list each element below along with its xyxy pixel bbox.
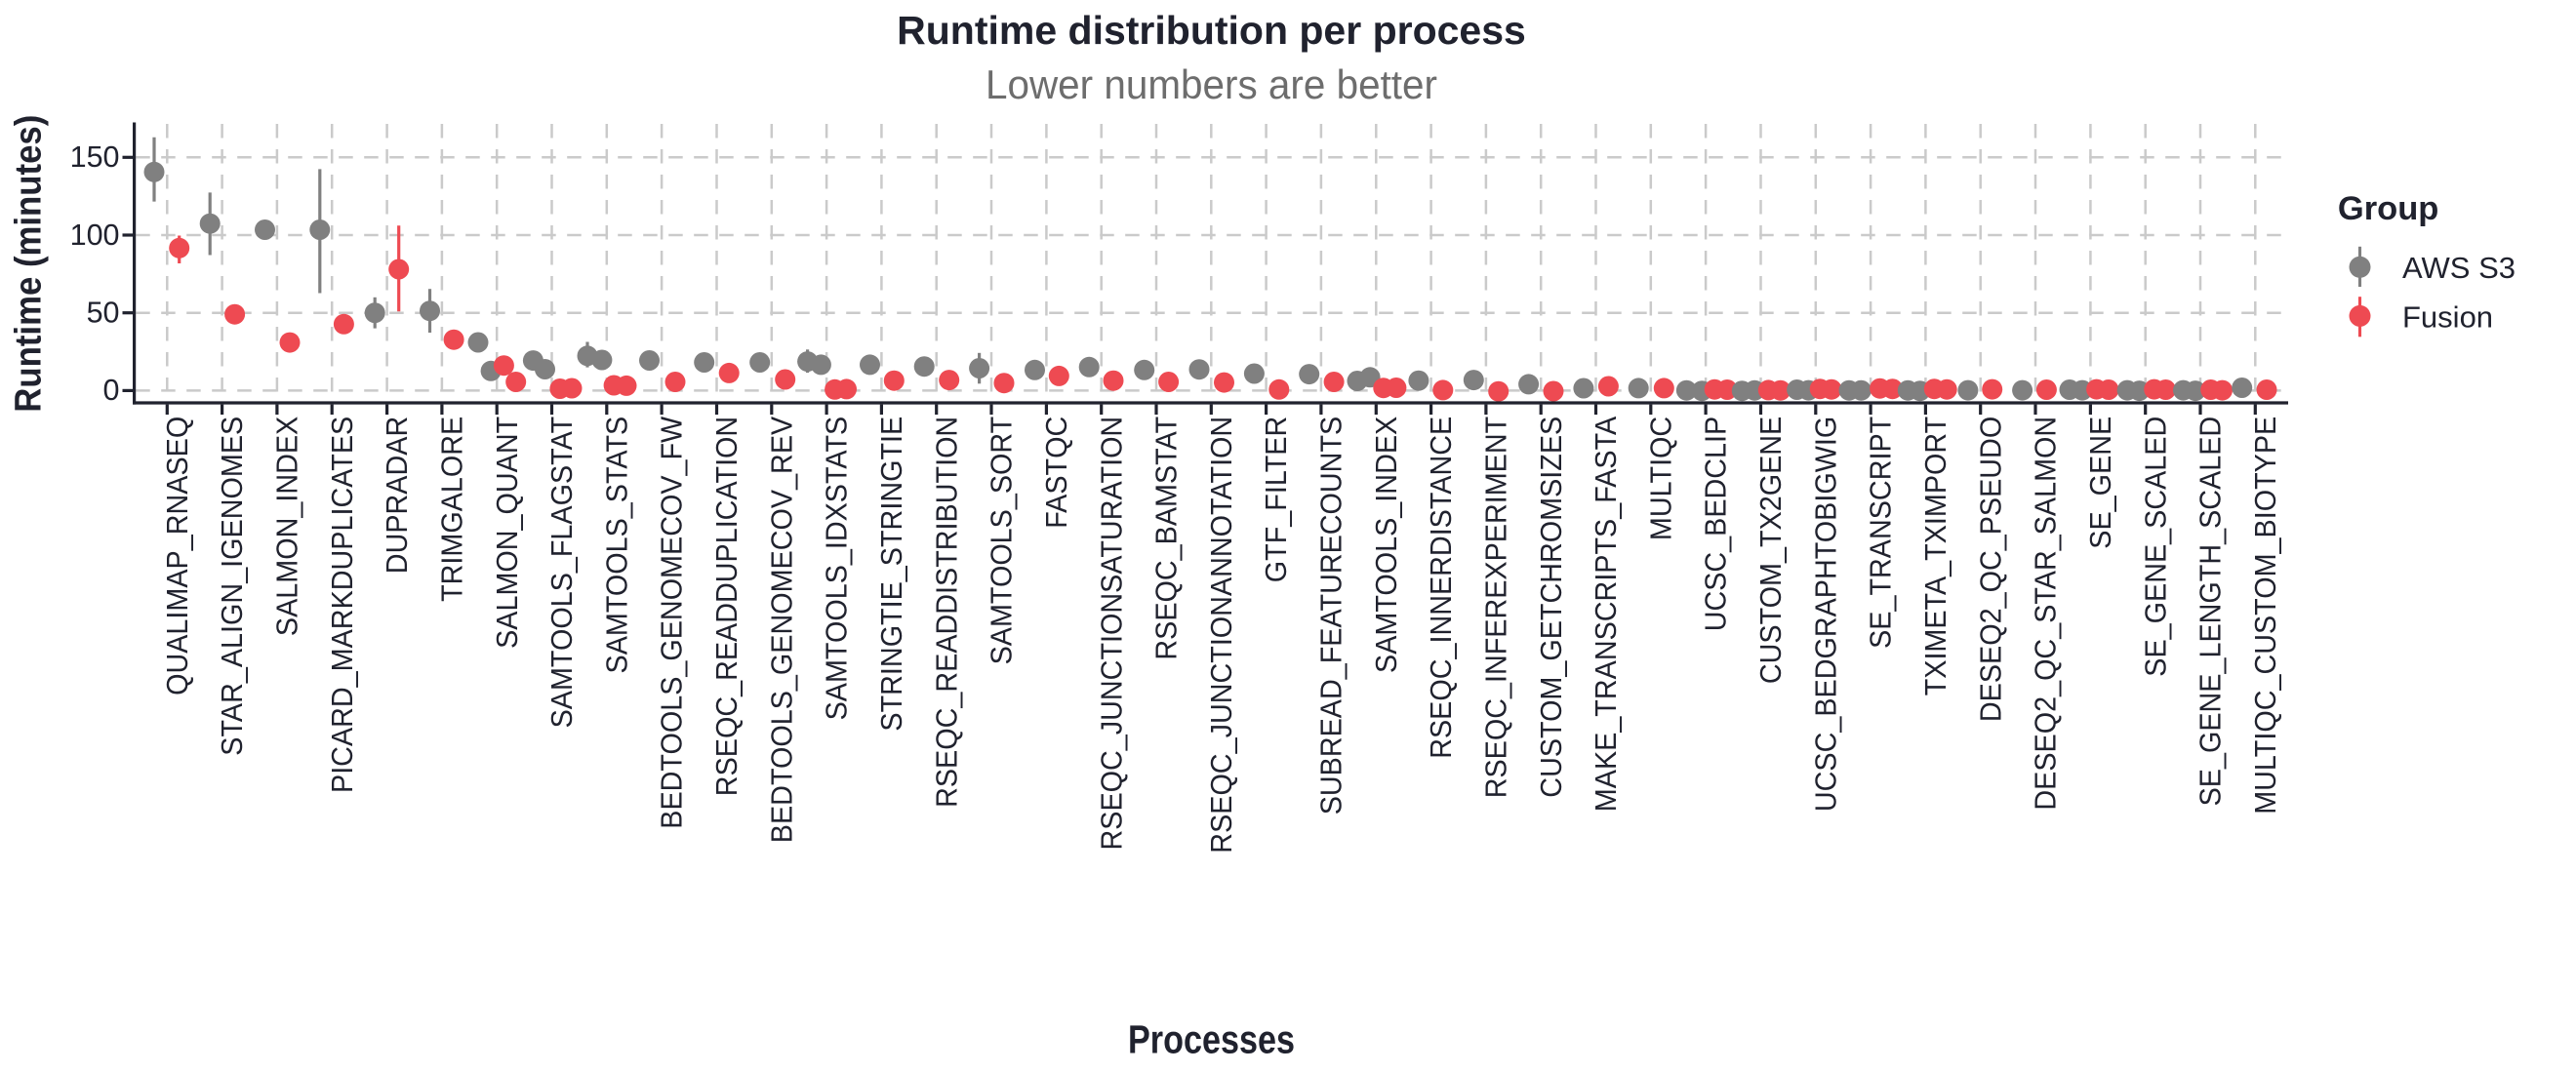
svg-text:RSEQC_READDISTRIBUTION: RSEQC_READDISTRIBUTION: [930, 417, 963, 808]
svg-text:RSEQC_INNERDISTANCE: RSEQC_INNERDISTANCE: [1425, 417, 1458, 759]
svg-text:MAKE_TRANSCRIPTS_FASTA: MAKE_TRANSCRIPTS_FASTA: [1590, 416, 1623, 812]
svg-text:PICARD_MARKDUPLICATES: PICARD_MARKDUPLICATES: [326, 417, 359, 793]
svg-text:SE_GENE: SE_GENE: [2084, 417, 2117, 549]
svg-text:UCSC_BEDGRAPHTOBIGWIG: UCSC_BEDGRAPHTOBIGWIG: [1809, 417, 1842, 812]
svg-text:BEDTOOLS_GENOMECOV_REV: BEDTOOLS_GENOMECOV_REV: [765, 416, 798, 843]
svg-text:SAMTOOLS_SORT: SAMTOOLS_SORT: [986, 417, 1019, 665]
svg-text:FASTQC: FASTQC: [1040, 417, 1073, 529]
svg-text:Processes: Processes: [1128, 1016, 1295, 1061]
svg-text:STRINGTIE_STRINGTIE: STRINGTIE_STRINGTIE: [875, 417, 908, 732]
svg-text:DESEQ2_QC_STAR_SALMON: DESEQ2_QC_STAR_SALMON: [2030, 417, 2063, 811]
svg-text:RSEQC_READDUPLICATION: RSEQC_READDUPLICATION: [710, 417, 744, 796]
svg-text:MULTIQC: MULTIQC: [1644, 417, 1677, 540]
svg-text:TXIMETA_TXIMPORT: TXIMETA_TXIMPORT: [1919, 417, 1952, 696]
svg-text:100: 100: [70, 219, 120, 252]
svg-text:SUBREAD_FEATURECOUNTS: SUBREAD_FEATURECOUNTS: [1315, 417, 1348, 815]
svg-text:CUSTOM_GETCHROMSIZES: CUSTOM_GETCHROMSIZES: [1535, 417, 1568, 798]
svg-text:CUSTOM_TX2GENE: CUSTOM_TX2GENE: [1754, 417, 1788, 684]
svg-text:AWS S3: AWS S3: [2402, 251, 2516, 285]
svg-text:RSEQC_JUNCTIONSATURATION: RSEQC_JUNCTIONSATURATION: [1095, 417, 1128, 851]
svg-text:SAMTOOLS_IDXSTATS: SAMTOOLS_IDXSTATS: [821, 417, 854, 721]
svg-text:Group: Group: [2338, 190, 2438, 227]
svg-text:SE_TRANSCRIPT: SE_TRANSCRIPT: [1865, 417, 1898, 649]
svg-text:Lower numbers are better: Lower numbers are better: [986, 61, 1437, 107]
svg-text:50: 50: [87, 297, 120, 330]
svg-text:STAR_ALIGN_IGENOMES: STAR_ALIGN_IGENOMES: [216, 417, 249, 756]
svg-text:GTF_FILTER: GTF_FILTER: [1260, 417, 1293, 582]
svg-text:150: 150: [70, 140, 120, 174]
svg-text:MULTIQC_CUSTOM_BIOTYPE: MULTIQC_CUSTOM_BIOTYPE: [2249, 417, 2282, 815]
svg-text:SE_GENE_LENGTH_SCALED: SE_GENE_LENGTH_SCALED: [2194, 417, 2228, 807]
svg-text:SE_GENE_SCALED: SE_GENE_SCALED: [2139, 417, 2172, 677]
svg-text:0: 0: [103, 374, 120, 407]
svg-text:SAMTOOLS_STATS: SAMTOOLS_STATS: [600, 417, 633, 674]
svg-text:DUPRADAR: DUPRADAR: [381, 417, 414, 574]
svg-text:QUALIMAP_RNASEQ: QUALIMAP_RNASEQ: [161, 417, 194, 695]
svg-text:SALMON_INDEX: SALMON_INDEX: [271, 417, 304, 636]
svg-text:Runtime distribution per proce: Runtime distribution per process: [897, 8, 1526, 53]
svg-text:Runtime (minutes): Runtime (minutes): [9, 115, 50, 413]
svg-text:RSEQC_JUNCTIONANNOTATION: RSEQC_JUNCTIONANNOTATION: [1205, 417, 1238, 854]
svg-text:Fusion: Fusion: [2402, 300, 2493, 335]
svg-text:BEDTOOLS_GENOMECOV_FW: BEDTOOLS_GENOMECOV_FW: [656, 417, 689, 829]
svg-text:TRIMGALORE: TRIMGALORE: [436, 417, 469, 602]
svg-text:SALMON_QUANT: SALMON_QUANT: [491, 417, 524, 649]
svg-text:RSEQC_BAMSTAT: RSEQC_BAMSTAT: [1150, 417, 1184, 660]
svg-text:RSEQC_INFEREXPERIMENT: RSEQC_INFEREXPERIMENT: [1480, 417, 1513, 799]
svg-text:SAMTOOLS_FLAGSTAT: SAMTOOLS_FLAGSTAT: [545, 417, 579, 729]
svg-text:DESEQ2_QC_PSEUDO: DESEQ2_QC_PSEUDO: [1974, 417, 2007, 722]
svg-text:SAMTOOLS_INDEX: SAMTOOLS_INDEX: [1370, 417, 1403, 673]
svg-text:UCSC_BEDCLIP: UCSC_BEDCLIP: [1700, 417, 1733, 632]
